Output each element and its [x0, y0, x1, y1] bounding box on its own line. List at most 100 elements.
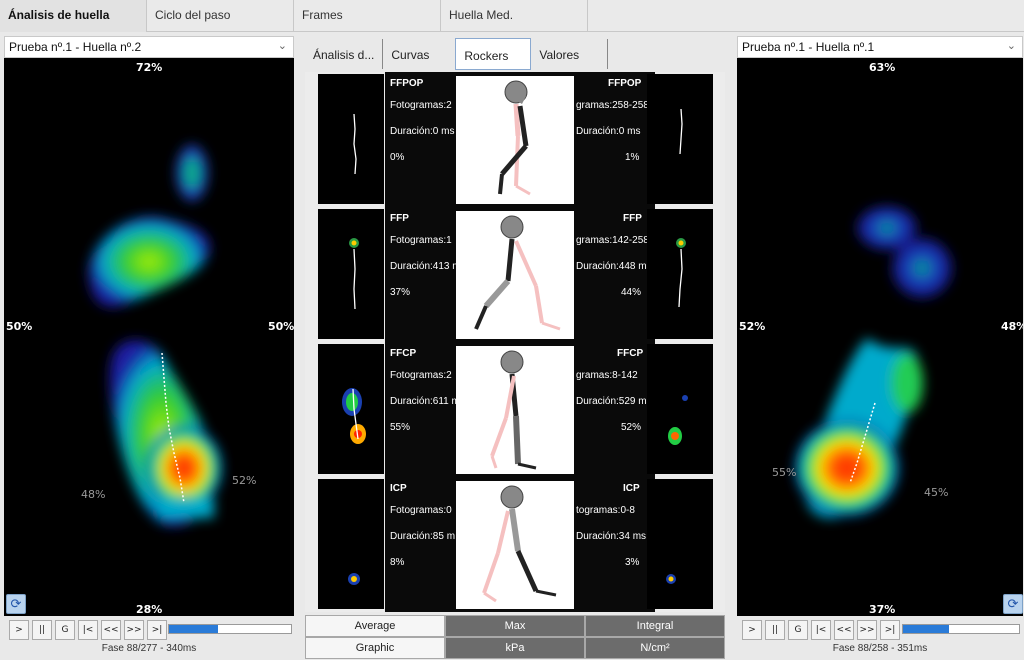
reset-view-icon[interactable]: ⟳ [1003, 594, 1023, 614]
graphic-button[interactable]: Graphic [305, 637, 445, 659]
right-percent: 1% [625, 152, 640, 163]
display-mode-buttons: Average Max Integral Graphic kPa N/cm² [305, 615, 725, 659]
kpa-button[interactable]: kPa [445, 637, 585, 659]
graph-button[interactable]: G [788, 620, 808, 640]
right-percent: 44% [621, 287, 642, 298]
tab-frames[interactable]: Frames [294, 0, 441, 32]
right-select-value: Prueba nº.1 - Huella nº.1 [742, 40, 875, 54]
rewind-button[interactable]: << [834, 620, 854, 640]
left-rocker-thumbnail [318, 479, 384, 609]
right-phase-label: Fase 88/258 - 351ms [832, 643, 928, 654]
left-pressure-map[interactable]: 72% 50% 50% 28% 48% 52% ⟳ [4, 58, 294, 616]
left-duration: Duración:0 ms [390, 126, 455, 137]
left-select-value: Prueba nº.1 - Huella nº.2 [9, 40, 142, 54]
graph-button[interactable]: G [55, 620, 75, 640]
reset-view-icon[interactable]: ⟳ [6, 594, 26, 614]
rocker-row-icp: ICP Fotogramas:0 Duración:85 m 8% ICP to… [305, 477, 725, 611]
gait-figure-ffp [456, 211, 574, 339]
subtab-divider [607, 39, 609, 69]
right-pct-heel-left: 55% [772, 466, 797, 479]
right-pct-right: 48% [1001, 320, 1023, 333]
pause-button[interactable]: || [765, 620, 785, 640]
left-rocker-thumbnail [318, 74, 384, 204]
tab-ciclo-paso[interactable]: Ciclo del paso [147, 0, 294, 32]
left-footprint-heatmap [88, 145, 222, 527]
rocker-name-right: ICP [623, 483, 640, 494]
rocker-name-left: FFPOP [390, 78, 424, 89]
right-footprint-heatmap [795, 206, 952, 518]
left-frames: Fotogramas:2 [390, 100, 452, 111]
subtab-rockers[interactable]: Rockers [455, 38, 532, 70]
rewind-button[interactable]: << [101, 620, 121, 640]
left-rocker-thumbnail [318, 344, 384, 474]
play-button[interactable]: > [742, 620, 762, 640]
left-progress-bar[interactable] [168, 624, 292, 634]
average-button[interactable]: Average [305, 615, 445, 637]
left-pct-left: 50% [6, 320, 33, 333]
rocker-name-right: FFPOP [608, 78, 642, 89]
integral-button[interactable]: Integral [585, 615, 725, 637]
gait-figure-icp [456, 481, 574, 609]
subtab-valores[interactable]: Valores [539, 48, 580, 62]
right-progress-bar[interactable] [902, 624, 1020, 634]
left-frames: Fotogramas:0 [390, 505, 452, 516]
gait-figure-ffpop [456, 76, 574, 204]
right-frames: gramas:142-258 [576, 235, 649, 246]
left-frames: Fotogramas:1 [390, 235, 452, 246]
right-percent: 3% [625, 557, 640, 568]
subtab-curvas[interactable]: Curvas [391, 48, 430, 62]
analysis-subtabs: Ánalisis d... Curvas Rockers Valores [305, 38, 725, 70]
chevron-down-icon: ⌄ [277, 40, 287, 52]
play-button[interactable]: > [9, 620, 29, 640]
last-frame-button[interactable]: >| [147, 620, 167, 640]
tab-huella-med[interactable]: Huella Med. [441, 0, 588, 32]
right-frames: gramas:8-142 [576, 370, 638, 381]
left-rocker-thumbnail [318, 209, 384, 339]
right-pct-left: 52% [739, 320, 766, 333]
right-frames: gramas:258-258 [576, 100, 649, 111]
left-phase-label: Fase 88/277 - 340ms [101, 643, 197, 654]
chevron-down-icon: ⌄ [1006, 40, 1016, 52]
right-duration: Duración:448 ms [576, 261, 652, 272]
left-frames: Fotogramas:2 [390, 370, 452, 381]
pause-button[interactable]: || [32, 620, 52, 640]
tab-analisis-huella[interactable]: Ánalisis de huella [0, 0, 147, 32]
right-rocker-thumbnail [647, 344, 713, 474]
left-percent: 8% [390, 557, 405, 568]
left-progress-fill [169, 625, 218, 633]
left-pct-top: 72% [136, 61, 163, 74]
left-playback-controls: > || G |< << >> >| [9, 620, 167, 640]
right-footprint-select[interactable]: Prueba nº.1 - Huella nº.1 ⌄ [737, 36, 1023, 58]
rocker-name-right: FFP [623, 213, 642, 224]
left-pct-heel-left: 48% [81, 488, 106, 501]
rocker-name-right: FFCP [617, 348, 644, 359]
right-progress-fill [903, 625, 950, 633]
left-duration: Duración:611 m [390, 396, 460, 407]
right-playback-controls: > || G |< << >> >| [742, 620, 900, 640]
main-tab-bar: Ánalisis de huella Ciclo del paso Frames… [0, 0, 1024, 32]
rockers-panel: FFPOP Fotogramas:2 Duración:0 ms 0% FFPO… [305, 72, 725, 612]
right-pct-heel-right: 45% [924, 486, 949, 499]
tab-bar-filler [588, 0, 1024, 31]
rocker-name-left: FFP [390, 213, 409, 224]
first-frame-button[interactable]: |< [78, 620, 98, 640]
right-rocker-thumbnail [647, 74, 713, 204]
left-footprint-select[interactable]: Prueba nº.1 - Huella nº.2 ⌄ [4, 36, 294, 58]
rocker-name-left: ICP [390, 483, 407, 494]
max-button[interactable]: Max [445, 615, 585, 637]
left-percent: 55% [390, 422, 411, 433]
left-pct-heel-right: 52% [232, 474, 257, 487]
ncm2-button[interactable]: N/cm² [585, 637, 725, 659]
forward-button[interactable]: >> [857, 620, 877, 640]
right-rocker-thumbnail [647, 209, 713, 339]
rocker-name-left: FFCP [390, 348, 417, 359]
forward-button[interactable]: >> [124, 620, 144, 640]
rocker-row-ffpop: FFPOP Fotogramas:2 Duración:0 ms 0% FFPO… [305, 72, 725, 206]
left-pct-bottom: 28% [136, 603, 163, 616]
first-frame-button[interactable]: |< [811, 620, 831, 640]
left-percent: 0% [390, 152, 405, 163]
right-pressure-map[interactable]: 63% 52% 48% 37% 55% 45% ⟳ [737, 58, 1023, 616]
gait-figure-ffcp [456, 346, 574, 474]
subtab-analisis[interactable]: Ánalisis d... [313, 48, 375, 62]
last-frame-button[interactable]: >| [880, 620, 900, 640]
